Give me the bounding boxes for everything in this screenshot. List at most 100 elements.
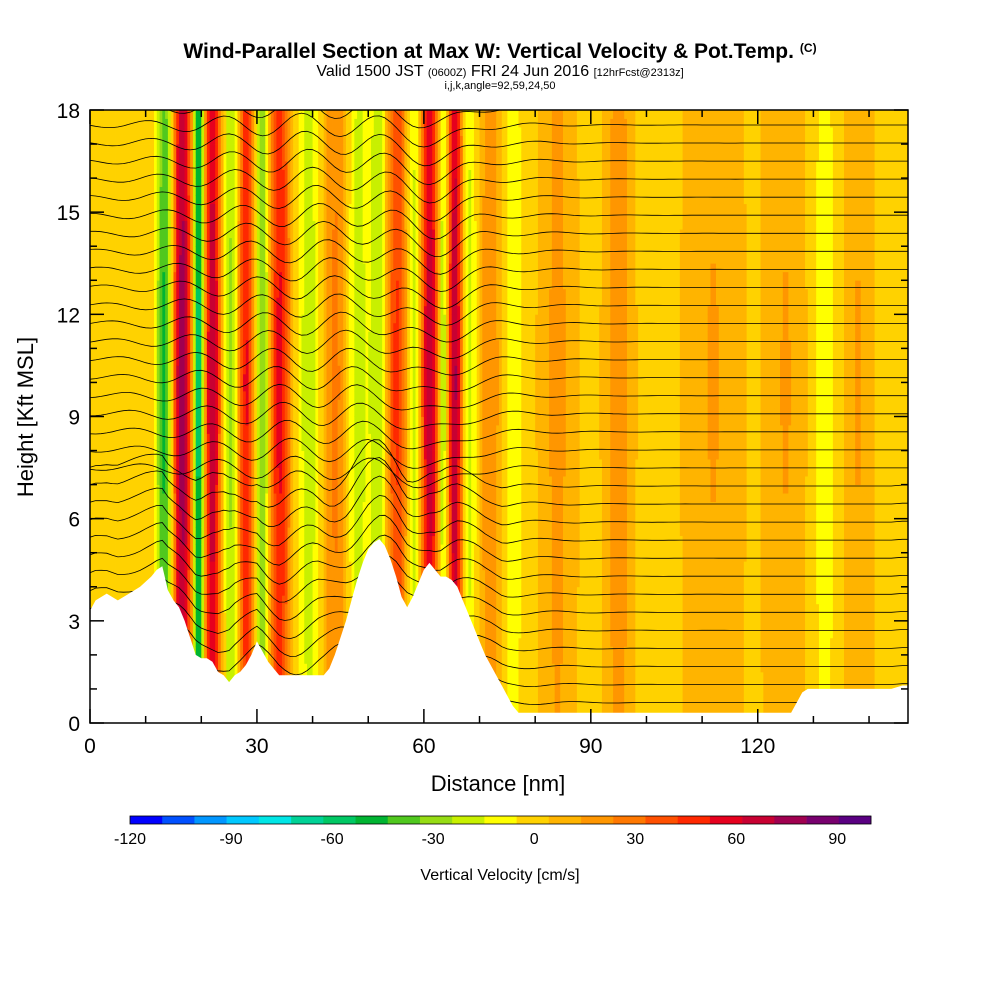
heat-cell bbox=[198, 620, 202, 630]
heat-cell bbox=[156, 544, 160, 554]
heat-cell bbox=[134, 467, 138, 477]
heat-cell bbox=[190, 620, 194, 630]
heat-cell bbox=[223, 561, 227, 571]
heat-cell bbox=[206, 459, 211, 468]
heat-cell bbox=[270, 373, 275, 383]
heat-cell bbox=[90, 288, 94, 298]
heat-cell bbox=[276, 586, 280, 596]
heat-cell bbox=[212, 297, 216, 307]
heat-cell bbox=[217, 254, 222, 264]
heat-cell bbox=[195, 450, 199, 460]
heat-cell bbox=[245, 425, 249, 434]
heat-cell bbox=[276, 544, 280, 554]
heat-cell bbox=[145, 459, 149, 468]
heat-cell bbox=[268, 603, 272, 613]
heat-cell bbox=[145, 186, 149, 196]
heat-cell bbox=[268, 229, 272, 239]
heat-cell bbox=[90, 527, 94, 537]
heat-cell bbox=[137, 382, 141, 392]
heat-cell bbox=[173, 110, 177, 119]
heat-cell bbox=[115, 280, 119, 290]
heat-cell bbox=[276, 288, 280, 298]
heat-cell bbox=[151, 186, 155, 196]
heat-cell bbox=[95, 127, 99, 136]
heat-cell bbox=[95, 544, 99, 554]
heat-cell bbox=[112, 271, 116, 281]
heat-cell bbox=[262, 373, 266, 383]
heat-cell bbox=[117, 493, 121, 503]
heat-cell bbox=[212, 161, 216, 170]
heat-cell bbox=[209, 510, 213, 520]
heat-cell bbox=[234, 348, 238, 358]
heat-cell bbox=[195, 118, 199, 128]
heat-cell bbox=[259, 552, 263, 562]
heat-cell bbox=[259, 271, 263, 281]
heat-cell bbox=[276, 459, 280, 468]
heat-cell bbox=[120, 552, 124, 562]
heat-cell bbox=[273, 552, 277, 562]
heat-cell bbox=[190, 237, 194, 247]
heat-cell bbox=[279, 169, 283, 179]
heat-cell bbox=[181, 416, 185, 426]
heat-cell bbox=[134, 399, 138, 409]
heat-cell bbox=[126, 484, 130, 494]
heat-cell bbox=[273, 450, 277, 460]
heat-cell bbox=[192, 561, 197, 571]
heat-cell bbox=[162, 493, 166, 503]
heat-cell bbox=[170, 484, 174, 494]
heat-cell bbox=[198, 518, 202, 528]
heat-cell bbox=[173, 425, 177, 434]
heat-cell bbox=[195, 416, 199, 426]
heat-cell bbox=[117, 544, 121, 554]
heat-cell bbox=[106, 186, 110, 196]
heat-cell bbox=[187, 373, 191, 383]
heat-cell bbox=[231, 220, 236, 230]
heat-cell bbox=[192, 186, 197, 196]
heat-cell bbox=[117, 476, 121, 486]
heat-cell bbox=[145, 178, 149, 188]
heat-cell bbox=[137, 544, 141, 554]
heat-cell bbox=[192, 195, 197, 205]
heat-cell bbox=[229, 654, 233, 664]
heat-cell bbox=[117, 118, 121, 128]
heat-cell bbox=[254, 212, 258, 222]
heat-cell bbox=[137, 195, 141, 205]
heat-cell bbox=[270, 280, 275, 290]
heat-cell bbox=[123, 118, 127, 128]
heat-cell bbox=[176, 476, 180, 486]
heat-cell bbox=[215, 561, 219, 571]
heat-cell bbox=[145, 322, 149, 332]
heat-cell bbox=[254, 195, 258, 205]
heat-cell bbox=[128, 365, 133, 375]
heat-cell bbox=[262, 629, 266, 639]
heat-cell bbox=[162, 186, 166, 196]
heat-cell bbox=[98, 561, 102, 571]
heat-cell bbox=[103, 305, 108, 315]
heat-cell bbox=[220, 484, 224, 494]
heat-cell bbox=[245, 314, 249, 324]
heat-cell bbox=[204, 135, 208, 145]
heat-cell bbox=[192, 331, 197, 341]
heat-cell bbox=[273, 237, 277, 247]
heat-cell bbox=[215, 586, 219, 596]
heat-cell bbox=[204, 501, 208, 511]
heat-cell bbox=[248, 416, 252, 426]
heat-cell bbox=[192, 442, 197, 451]
heat-cell bbox=[120, 373, 124, 383]
heat-cell bbox=[262, 305, 266, 315]
heat-cell bbox=[181, 535, 185, 545]
heat-cell bbox=[98, 305, 102, 315]
heat-cell bbox=[109, 578, 113, 588]
heat-cell bbox=[181, 322, 185, 332]
heat-cell bbox=[192, 552, 197, 562]
heat-cell bbox=[176, 442, 180, 451]
heat-cell bbox=[281, 646, 286, 656]
heat-cell bbox=[220, 203, 224, 213]
heat-cell bbox=[204, 237, 208, 247]
heat-cell bbox=[226, 629, 230, 639]
heat-cell bbox=[103, 407, 108, 417]
heat-cell bbox=[259, 578, 263, 588]
heat-cell bbox=[262, 569, 266, 579]
heat-cell bbox=[198, 314, 202, 324]
heat-cell bbox=[279, 365, 283, 375]
